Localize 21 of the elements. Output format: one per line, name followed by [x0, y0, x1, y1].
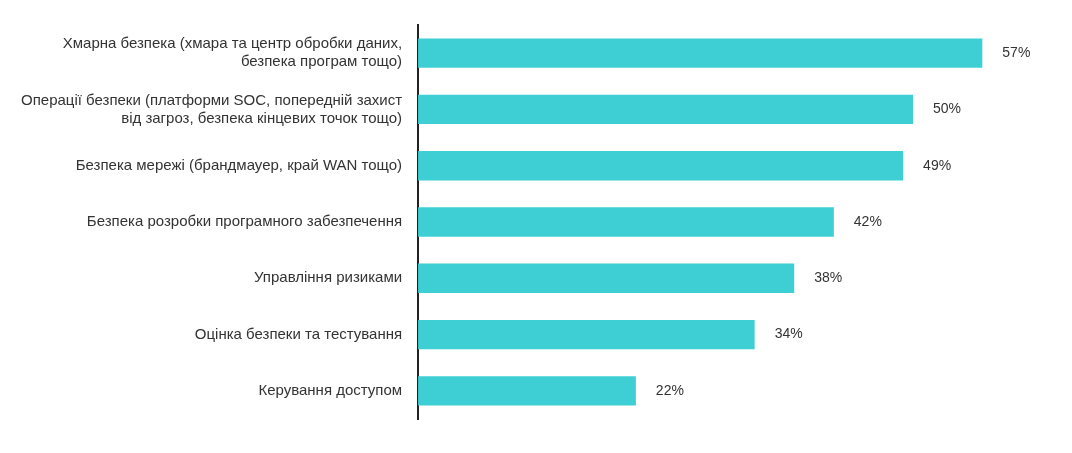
bar [418, 38, 983, 68]
bar [418, 151, 904, 181]
data-label: 49% [923, 156, 952, 173]
data-label: 38% [814, 269, 843, 286]
data-label: 50% [933, 100, 962, 117]
y-tick-label: Безпека розробки програмного забезпечення [86, 212, 403, 230]
y-tick-label: Оцінка безпеки та тестування [194, 324, 403, 342]
data-label: 22% [655, 381, 684, 398]
data-label: 34% [774, 325, 803, 342]
y-tick-label: Хмарна безпека (хмара та центр обробки даних, безпека програм тощо) [62, 34, 403, 70]
bar [418, 376, 636, 406]
bar [418, 263, 795, 293]
y-tick-label: Керування доступом [258, 381, 403, 398]
bar [418, 94, 914, 125]
bar [418, 319, 755, 350]
y-tick-label: Управління ризиками [253, 268, 403, 286]
y-tick-label: Безпека мережі (брандмауер, край WAN тощо) [75, 155, 403, 173]
bar [418, 207, 834, 237]
data-label: 57% [1002, 44, 1031, 60]
data-label: 42% [853, 212, 882, 229]
y-tick-label: Операції безпеки (платформи SOC, попередній захист від загроз, безпека кінцевих точок тощо) [21, 90, 403, 126]
